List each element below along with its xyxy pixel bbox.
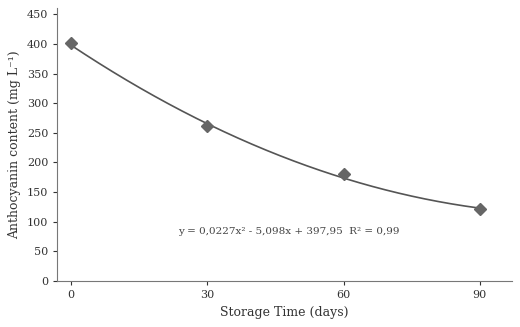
- Text: y = 0,0227x² - 5,098x + 397,95  R² = 0,99: y = 0,0227x² - 5,098x + 397,95 R² = 0,99: [178, 227, 400, 236]
- X-axis label: Storage Time (days): Storage Time (days): [220, 306, 349, 319]
- Y-axis label: Anthocyanin content (mg L⁻¹): Anthocyanin content (mg L⁻¹): [8, 50, 21, 239]
